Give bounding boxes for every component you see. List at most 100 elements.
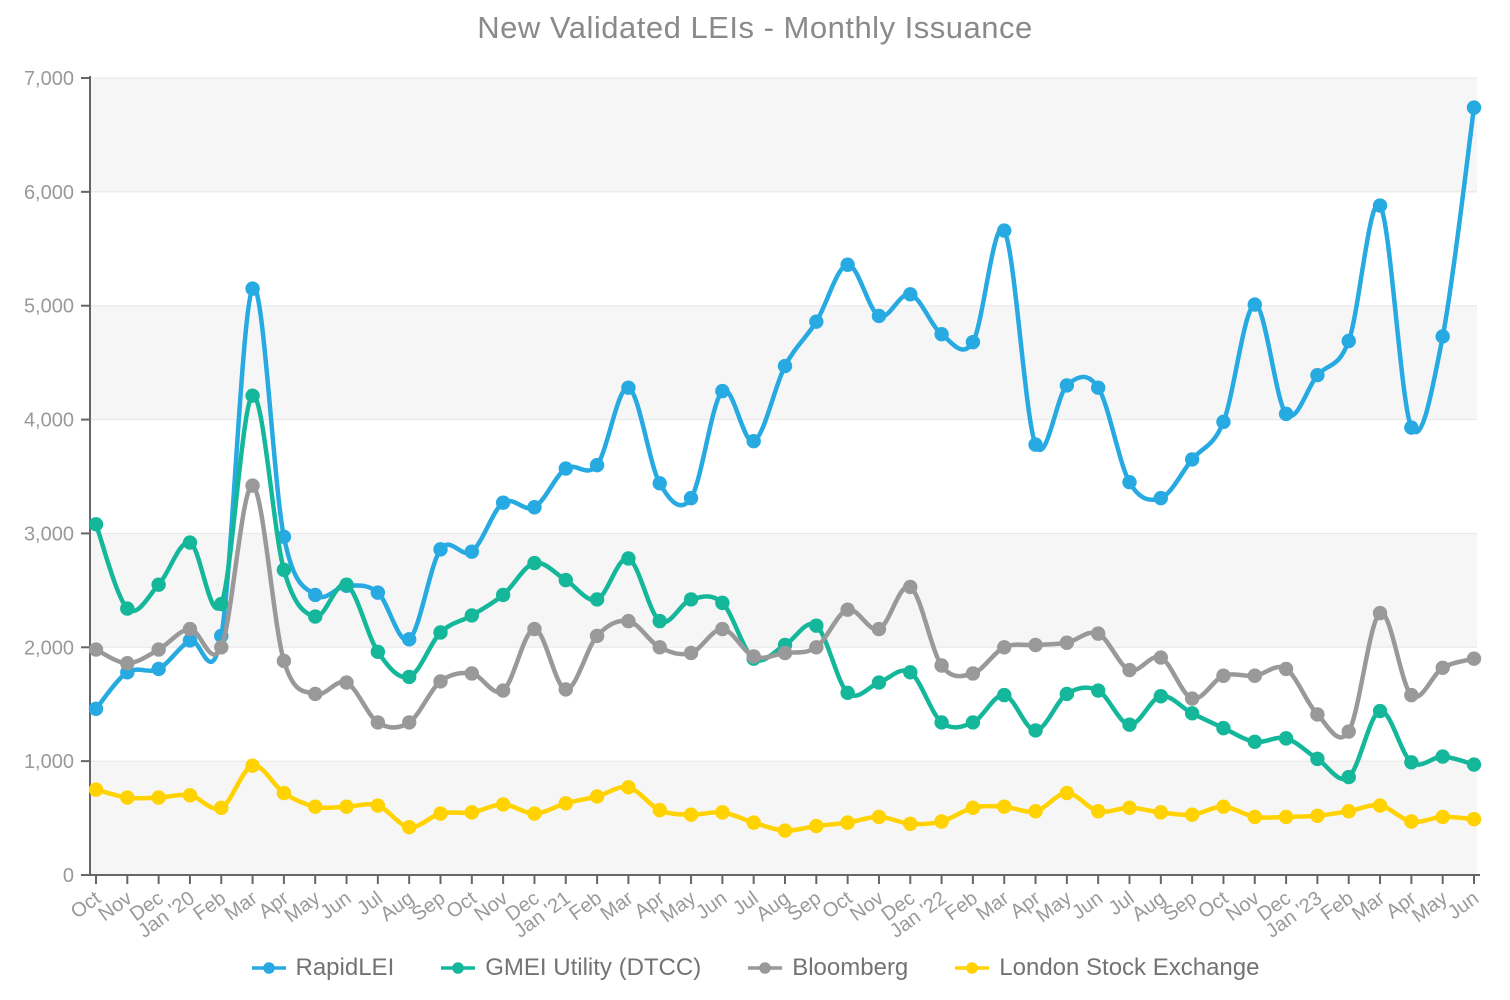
- data-point-gmei-utility-dtcc-May[interactable]: [683, 592, 699, 607]
- data-point-rapidlei-Aug[interactable]: [401, 632, 417, 647]
- data-point-london-stock-exchange-Feb[interactable]: [214, 800, 229, 816]
- data-point-gmei-utility-dtcc-Jan20[interactable]: [182, 535, 198, 550]
- data-point-bloomberg-Nov[interactable]: [1247, 668, 1262, 683]
- data-point-gmei-utility-dtcc-Apr[interactable]: [652, 613, 667, 629]
- data-point-london-stock-exchange-Feb[interactable]: [1341, 804, 1356, 819]
- data-point-london-stock-exchange-Jan21[interactable]: [558, 796, 573, 811]
- data-point-bloomberg-Feb[interactable]: [589, 628, 605, 644]
- data-point-rapidlei-Sep[interactable]: [1184, 452, 1200, 467]
- data-point-london-stock-exchange-Jun[interactable]: [339, 799, 354, 814]
- data-point-rapidlei-Mar[interactable]: [245, 281, 260, 296]
- data-point-gmei-utility-dtcc-Nov[interactable]: [120, 601, 135, 616]
- data-point-gmei-utility-dtcc-Oct[interactable]: [1216, 720, 1231, 736]
- data-point-london-stock-exchange-Nov[interactable]: [871, 809, 887, 825]
- data-point-gmei-utility-dtcc-Jul[interactable]: [370, 644, 386, 660]
- data-point-london-stock-exchange-Feb[interactable]: [965, 800, 981, 816]
- data-point-rapidlei-Jan23[interactable]: [1310, 367, 1325, 383]
- data-point-gmei-utility-dtcc-Jan21[interactable]: [558, 572, 573, 588]
- data-point-gmei-utility-dtcc-Mar[interactable]: [997, 687, 1012, 703]
- data-point-rapidlei-Apr[interactable]: [1404, 420, 1419, 435]
- data-point-gmei-utility-dtcc-Dec[interactable]: [1278, 731, 1294, 746]
- data-point-london-stock-exchange-Jun[interactable]: [715, 805, 730, 820]
- data-point-rapidlei-Jul[interactable]: [746, 434, 761, 449]
- data-point-bloomberg-Feb[interactable]: [965, 666, 981, 681]
- data-point-rapidlei-Jan20[interactable]: [182, 633, 198, 648]
- data-point-gmei-utility-dtcc-Mar[interactable]: [1372, 703, 1388, 719]
- data-point-bloomberg-Apr[interactable]: [276, 653, 292, 669]
- data-point-gmei-utility-dtcc-May[interactable]: [1435, 749, 1450, 764]
- data-point-gmei-utility-dtcc-Jun[interactable]: [1466, 757, 1482, 772]
- data-point-gmei-utility-dtcc-Jun[interactable]: [715, 595, 730, 611]
- data-point-london-stock-exchange-Jan23[interactable]: [1310, 808, 1325, 823]
- data-point-bloomberg-Mar[interactable]: [1372, 605, 1388, 621]
- data-point-bloomberg-Aug[interactable]: [777, 645, 793, 661]
- data-point-rapidlei-Dec[interactable]: [1278, 406, 1294, 422]
- data-point-gmei-utility-dtcc-Nov[interactable]: [1247, 734, 1262, 749]
- legend-item-rapidlei[interactable]: RapidLEI: [251, 954, 394, 982]
- data-point-rapidlei-Oct[interactable]: [88, 701, 104, 716]
- data-point-bloomberg-Jan20[interactable]: [182, 621, 198, 637]
- data-point-rapidlei-May[interactable]: [308, 587, 323, 603]
- data-point-bloomberg-May[interactable]: [1435, 660, 1450, 675]
- data-point-bloomberg-Sep[interactable]: [809, 640, 824, 655]
- data-point-gmei-utility-dtcc-Jan23[interactable]: [1310, 751, 1325, 767]
- data-point-rapidlei-Nov[interactable]: [1247, 297, 1262, 312]
- data-point-london-stock-exchange-Dec[interactable]: [1278, 809, 1294, 825]
- data-point-london-stock-exchange-Oct[interactable]: [464, 805, 480, 820]
- data-point-gmei-utility-dtcc-Sep[interactable]: [1184, 706, 1200, 721]
- data-point-rapidlei-Mar[interactable]: [997, 223, 1012, 238]
- data-point-london-stock-exchange-Nov[interactable]: [1247, 809, 1262, 825]
- data-point-rapidlei-Feb[interactable]: [1341, 333, 1356, 349]
- data-point-bloomberg-Oct[interactable]: [88, 642, 104, 657]
- data-point-gmei-utility-dtcc-Jan22[interactable]: [934, 715, 949, 730]
- data-point-gmei-utility-dtcc-Apr[interactable]: [276, 562, 292, 578]
- data-point-gmei-utility-dtcc-Apr[interactable]: [1404, 755, 1419, 770]
- data-point-london-stock-exchange-Mar[interactable]: [245, 758, 260, 773]
- data-point-bloomberg-Apr[interactable]: [652, 640, 667, 655]
- data-point-bloomberg-Dec[interactable]: [1278, 661, 1294, 677]
- legend-item-bloomberg[interactable]: Bloomberg: [747, 954, 908, 982]
- data-point-bloomberg-Jul[interactable]: [1122, 662, 1137, 678]
- data-point-gmei-utility-dtcc-Feb[interactable]: [965, 715, 981, 730]
- data-point-london-stock-exchange-Apr[interactable]: [276, 785, 292, 801]
- data-point-bloomberg-Jun[interactable]: [715, 621, 730, 637]
- data-point-gmei-utility-dtcc-Sep[interactable]: [809, 618, 824, 633]
- data-point-london-stock-exchange-Sep[interactable]: [1184, 807, 1200, 822]
- data-point-gmei-utility-dtcc-Jul[interactable]: [1122, 717, 1137, 732]
- data-point-gmei-utility-dtcc-Feb[interactable]: [214, 596, 229, 612]
- data-point-london-stock-exchange-Sep[interactable]: [433, 806, 448, 821]
- data-point-bloomberg-Jun[interactable]: [339, 675, 354, 690]
- data-point-rapidlei-Jan21[interactable]: [558, 461, 573, 476]
- data-point-bloomberg-Dec[interactable]: [903, 579, 918, 595]
- legend-item-london-stock-exchange[interactable]: London Stock Exchange: [954, 954, 1259, 982]
- data-point-rapidlei-Jun[interactable]: [1466, 100, 1482, 115]
- data-point-gmei-utility-dtcc-Feb[interactable]: [1341, 769, 1356, 785]
- data-point-rapidlei-May[interactable]: [1059, 378, 1075, 393]
- data-point-rapidlei-Jul[interactable]: [370, 585, 386, 600]
- data-point-bloomberg-Mar[interactable]: [997, 640, 1012, 655]
- data-point-bloomberg-Dec[interactable]: [527, 621, 542, 637]
- data-point-rapidlei-Jan22[interactable]: [934, 326, 949, 342]
- data-point-gmei-utility-dtcc-Feb[interactable]: [589, 592, 605, 607]
- data-point-bloomberg-Jan23[interactable]: [1310, 707, 1325, 722]
- data-point-bloomberg-Nov[interactable]: [120, 656, 135, 671]
- data-point-rapidlei-May[interactable]: [1435, 329, 1450, 344]
- data-point-london-stock-exchange-Aug[interactable]: [401, 819, 417, 835]
- data-point-rapidlei-Jun[interactable]: [715, 383, 730, 399]
- data-point-london-stock-exchange-May[interactable]: [1435, 809, 1450, 825]
- data-point-london-stock-exchange-Jun[interactable]: [1466, 812, 1482, 827]
- data-point-london-stock-exchange-Jul[interactable]: [370, 798, 386, 813]
- data-point-bloomberg-Oct[interactable]: [840, 602, 855, 617]
- data-point-bloomberg-Apr[interactable]: [1404, 687, 1419, 703]
- data-point-rapidlei-Oct[interactable]: [1216, 414, 1231, 430]
- data-point-bloomberg-Oct[interactable]: [464, 666, 480, 681]
- legend-item-gmei-utility-dtcc[interactable]: GMEI Utility (DTCC): [440, 954, 701, 982]
- data-point-bloomberg-Jan21[interactable]: [558, 682, 573, 697]
- data-point-bloomberg-Mar[interactable]: [245, 478, 260, 493]
- data-point-bloomberg-Oct[interactable]: [1216, 668, 1231, 683]
- data-point-london-stock-exchange-Nov[interactable]: [120, 790, 135, 805]
- data-point-rapidlei-May[interactable]: [683, 490, 699, 506]
- data-point-gmei-utility-dtcc-May[interactable]: [1059, 686, 1075, 702]
- data-point-london-stock-exchange-Oct[interactable]: [1216, 799, 1231, 814]
- data-point-rapidlei-Apr[interactable]: [1028, 437, 1043, 452]
